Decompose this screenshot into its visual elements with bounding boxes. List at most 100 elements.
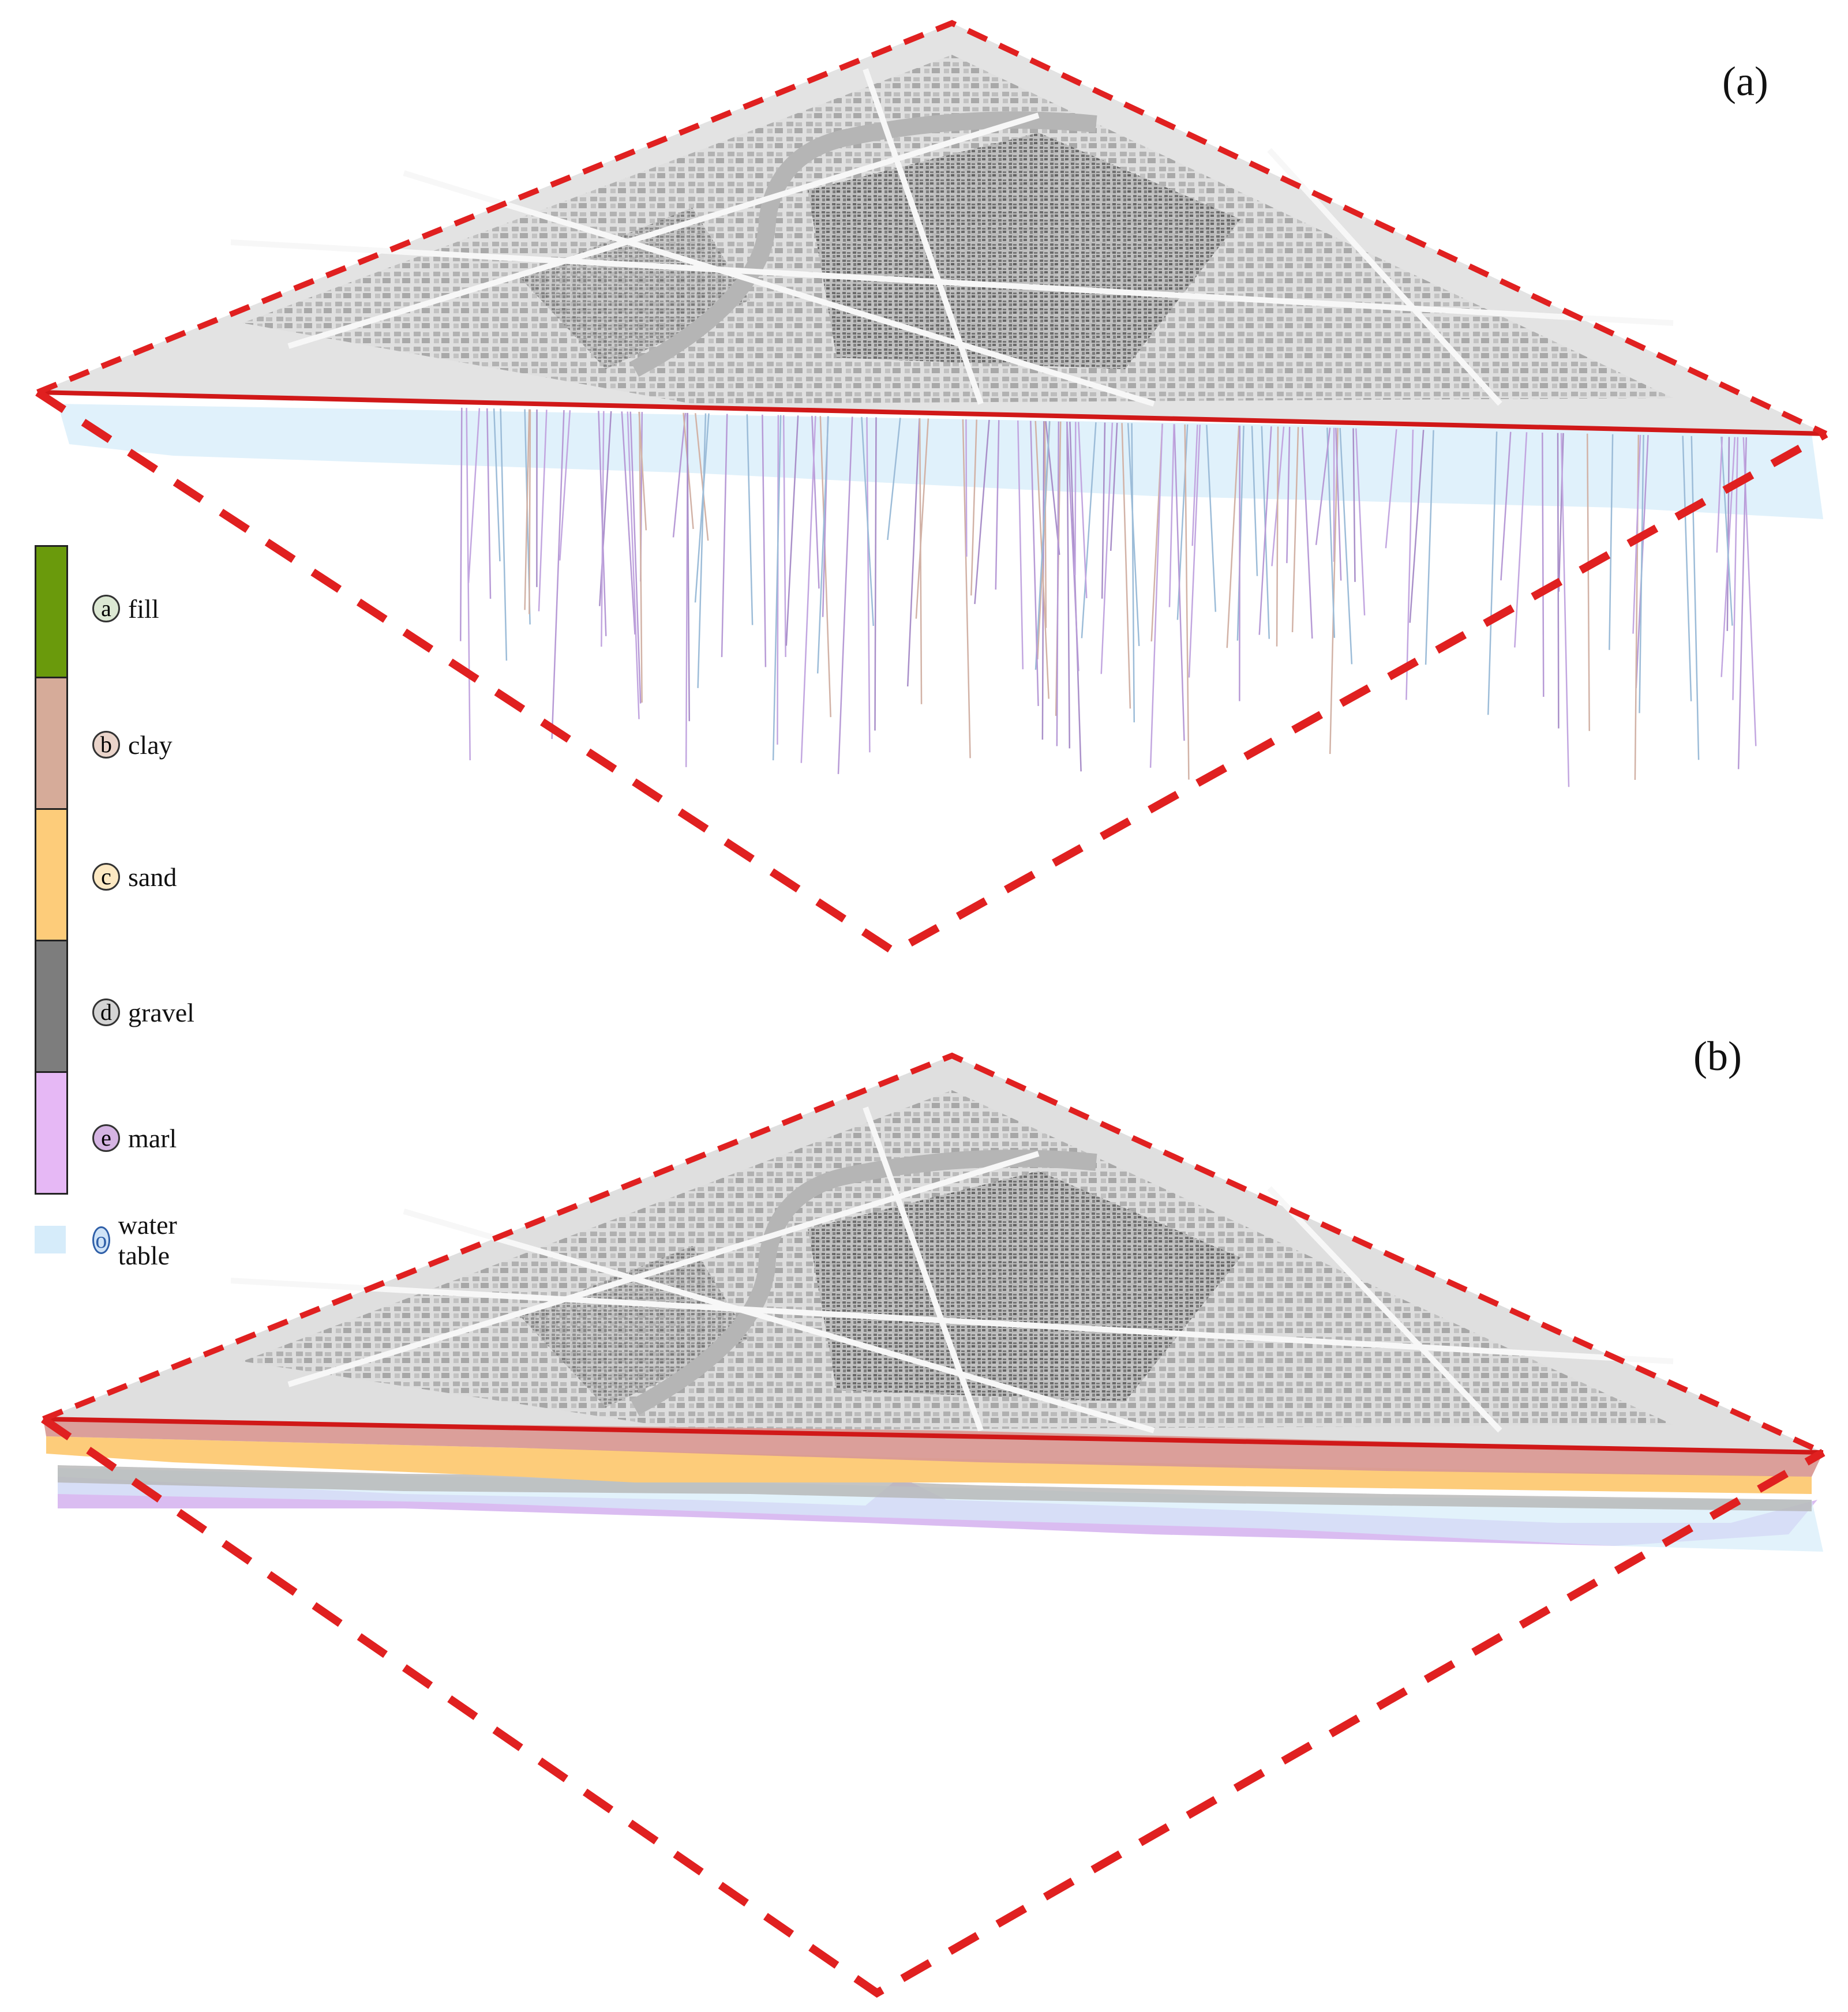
borehole-line	[686, 412, 690, 722]
borehole-line	[697, 413, 707, 688]
borehole-line	[493, 408, 501, 562]
borehole-line	[1081, 422, 1097, 639]
borehole-line	[1251, 426, 1258, 576]
legend-key-e: e	[92, 1124, 120, 1152]
legend-item-water-table: o water table	[92, 1210, 187, 1270]
legend-item-fill: a fill	[92, 591, 159, 626]
borehole-line	[887, 418, 901, 540]
borehole-line	[1355, 428, 1366, 615]
borehole-line	[1609, 434, 1614, 650]
borehole-line	[459, 407, 463, 641]
borehole-line	[762, 414, 767, 667]
borehole-line	[1542, 432, 1545, 697]
panel-a-map-surface	[38, 23, 1826, 434]
borehole-line	[1206, 425, 1217, 612]
legend-item-clay: b clay	[92, 727, 173, 762]
borehole-line	[1131, 423, 1135, 723]
borehole-line	[466, 408, 471, 761]
borehole-line	[538, 410, 548, 611]
borehole-line	[1487, 431, 1498, 715]
borehole-line	[638, 411, 643, 703]
borehole-line	[811, 415, 820, 589]
borehole-line	[874, 417, 877, 731]
borehole-line	[866, 417, 871, 753]
legend-key-b: b	[92, 731, 120, 759]
borehole-line	[1121, 423, 1131, 709]
borehole-line	[1276, 426, 1279, 647]
borehole-line	[1335, 427, 1342, 581]
borehole-line	[1174, 424, 1185, 741]
borehole-line	[1056, 421, 1060, 746]
borehole-line	[1017, 421, 1024, 670]
borehole-line	[467, 408, 481, 583]
legend-key-d: d	[92, 999, 120, 1026]
panel-b	[41, 1052, 1825, 1998]
borehole-line	[906, 418, 920, 687]
borehole-line	[1236, 426, 1245, 641]
panel-a-label: (a)	[1722, 58, 1768, 104]
borehole-line	[672, 412, 687, 538]
borehole-line	[1109, 422, 1118, 551]
legend-key-c: c	[92, 863, 120, 891]
legend-bar-fill	[35, 545, 68, 680]
borehole-line	[638, 411, 647, 531]
borehole-line	[1514, 432, 1528, 648]
borehole-line	[861, 416, 874, 626]
borehole-line	[1258, 426, 1272, 635]
borehole-line	[800, 415, 816, 763]
borehole-line	[1044, 421, 1047, 628]
borehole-line	[621, 411, 636, 635]
borehole-line	[721, 414, 728, 658]
sand-surface	[46, 1436, 1812, 1494]
legend-label-fill: fill	[128, 594, 159, 624]
borehole-line	[1632, 434, 1641, 634]
borehole-line	[1737, 437, 1747, 769]
borehole-line	[1168, 424, 1175, 607]
borehole-line	[1034, 421, 1051, 670]
borehole-line	[694, 413, 710, 603]
panel-b-boundary	[41, 1052, 1825, 1998]
borehole-line	[1560, 433, 1570, 787]
legend-label-sand: sand	[128, 862, 177, 892]
borehole-line	[1720, 437, 1733, 626]
borehole-line	[1030, 421, 1039, 706]
borehole-line	[837, 416, 853, 774]
panel-b-map-surface	[43, 1056, 1823, 1452]
borehole-line	[1726, 437, 1730, 631]
borehole-line	[919, 418, 923, 704]
borehole-line	[1066, 421, 1079, 671]
borehole-line	[1352, 428, 1356, 582]
borehole-line	[1690, 436, 1700, 760]
borehole-line	[1500, 431, 1512, 581]
borehole-line	[819, 416, 831, 718]
borehole-line	[1716, 437, 1723, 553]
legend-item-sand: c sand	[92, 859, 177, 894]
legend-swatch-water-table	[35, 1226, 66, 1253]
panel-a-water-table	[58, 404, 1823, 519]
borehole-line	[1639, 435, 1644, 714]
borehole-line	[486, 408, 492, 599]
borehole-line	[772, 415, 782, 761]
borehole-line	[1586, 433, 1590, 731]
borehole-line	[816, 416, 829, 674]
borehole-line	[1101, 422, 1106, 599]
legend-bar-marl	[35, 1071, 68, 1195]
legend-bar-clay	[35, 677, 68, 812]
borehole-line	[1078, 422, 1088, 599]
borehole-line	[1682, 436, 1692, 701]
borehole-line	[524, 409, 530, 610]
borehole-line	[785, 415, 799, 646]
borehole-line	[627, 411, 640, 719]
borehole-line	[1291, 427, 1299, 632]
borehole-line	[500, 408, 508, 661]
clay-surface	[43, 1419, 1823, 1477]
legend-label-water-table: water table	[118, 1210, 177, 1270]
panel-b-label: (b)	[1693, 1033, 1742, 1079]
borehole-line	[970, 419, 977, 596]
gravel-surface	[58, 1465, 1812, 1511]
borehole-line	[695, 413, 709, 541]
borehole-line	[528, 409, 531, 614]
borehole-line	[1425, 430, 1434, 665]
borehole-line	[995, 420, 1000, 590]
